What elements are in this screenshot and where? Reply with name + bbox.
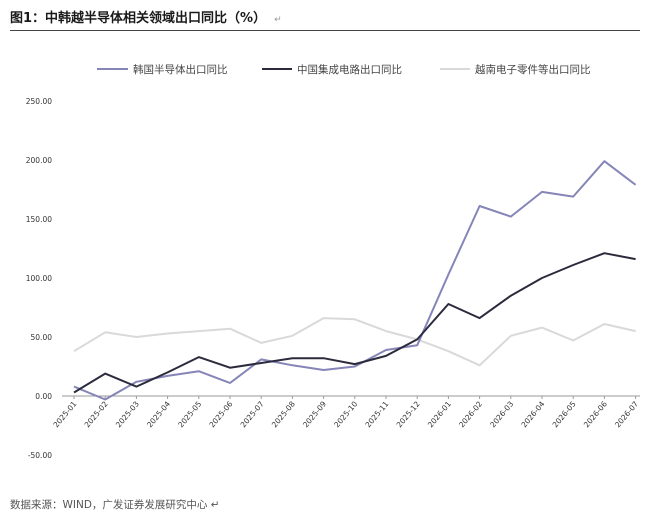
figure-title-text: 图1：中韩越半导体相关领域出口同比（%） [10,11,267,26]
x-tick-label: 2025-01 [51,399,78,429]
x-tick-label: 2025-05 [176,399,203,429]
chart-series [73,160,637,401]
x-tick-label: 2025-10 [332,399,359,429]
series-line-korea [73,160,637,401]
x-tick-label: 2026-05 [551,399,578,429]
x-tick-label: 2026-02 [457,399,484,429]
figure-title: 图1：中韩越半导体相关领域出口同比（%） ↵ [10,7,282,26]
chart-legend: 韩国半导体出口同比 中国集成电路出口同比 越南电子零件等出口同比 [97,63,591,76]
x-tick-label: 2025-02 [83,399,110,429]
y-tick-label: 0.00 [35,392,52,401]
series-line-china [73,252,636,394]
paragraph-mark-icon: ↵ [274,15,282,25]
y-tick-label: 100.00 [26,274,52,283]
x-axis: 2025-01 2025-02 2025-03 2025-04 2025-05 2025-… [51,395,640,429]
line-chart: 韩国半导体出口同比 中国集成电路出口同比 越南电子零件等出口同比 250.00 200… [26,63,641,460]
x-tick-label: 2025-09 [301,399,328,429]
legend-label-korea: 韩国半导体出口同比 [133,63,228,76]
x-tick-label: 2025-04 [145,399,172,429]
y-axis: 250.00 200.00 150.00 100.00 50.00 0.00 -50.00 [26,97,52,460]
x-tick-label: 2026-03 [488,399,515,429]
x-tick-label: 2025-11 [363,399,390,429]
y-tick-label: 150.00 [26,215,52,224]
y-tick-label: -50.00 [28,451,52,460]
x-tick-label: 2025-08 [270,399,297,429]
x-tick-label: 2026-01 [426,399,453,429]
data-source-note: 数据来源：WIND，广发证券发展研究中心 ↵ [10,499,220,511]
x-tick-label: 2025-06 [207,399,234,429]
y-tick-label: 200.00 [26,156,52,165]
legend-label-china: 中国集成电路出口同比 [297,63,402,76]
y-tick-label: 50.00 [31,333,53,342]
title-divider [10,30,640,31]
y-tick-label: 250.00 [26,97,52,106]
x-tick-label: 2025-03 [114,399,141,429]
x-tick-label: 2026-07 [613,399,640,429]
x-tick-label: 2025-12 [395,399,422,429]
series-line-vietnam [73,317,636,367]
x-tick-label: 2026-06 [582,399,609,429]
legend-label-vietnam: 越南电子零件等出口同比 [475,63,591,76]
x-tick-label: 2026-04 [519,399,546,429]
x-tick-label: 2025-07 [239,399,266,429]
